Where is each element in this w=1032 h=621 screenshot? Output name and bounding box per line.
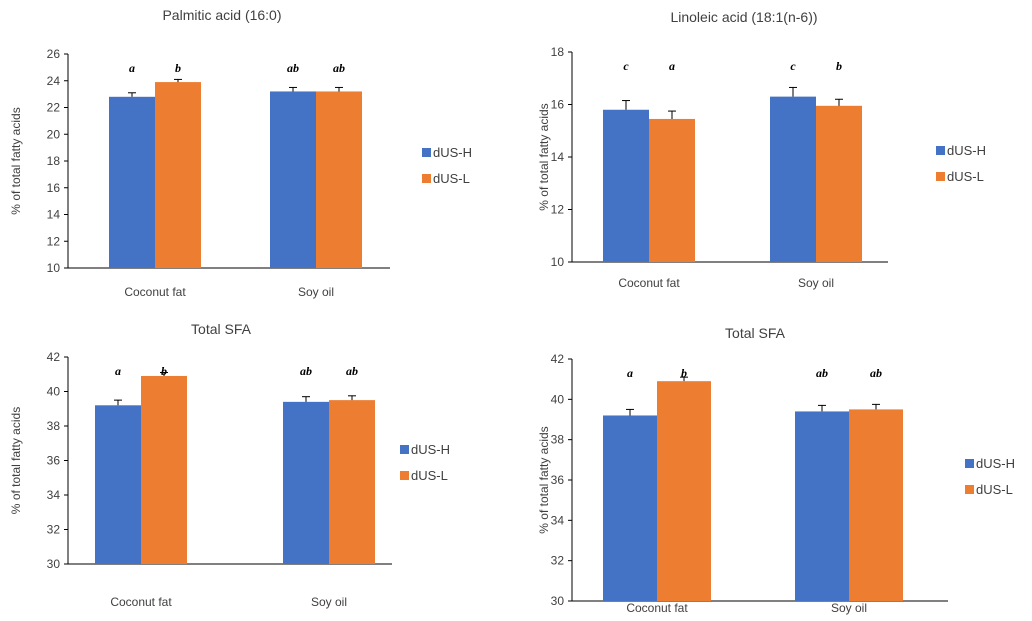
significance-label: ab <box>346 364 358 378</box>
bar-dus-h <box>95 405 141 564</box>
x-category-label: Coconut fat <box>618 276 680 290</box>
x-category-label: Coconut fat <box>626 601 688 615</box>
bar-dus-l <box>816 105 862 262</box>
bar-dus-h <box>770 96 816 262</box>
y-tick-label: 18 <box>551 45 565 59</box>
x-category-label: Soy oil <box>298 285 334 299</box>
legend-label: dUS-L <box>976 482 1013 497</box>
bar-dus-l <box>155 82 201 269</box>
significance-label: ab <box>870 366 882 380</box>
y-tick-label: 38 <box>47 419 61 433</box>
x-category-label: Coconut fat <box>124 285 186 299</box>
y-tick-label: 36 <box>551 473 565 487</box>
significance-label: a <box>627 366 633 380</box>
y-tick-label: 20 <box>47 127 61 141</box>
y-tick-label: 42 <box>47 350 61 364</box>
y-tick-label: 14 <box>47 208 61 222</box>
y-tick-label: 24 <box>47 74 61 88</box>
legend-swatch <box>936 146 945 155</box>
y-axis-label: % of total fatty acids <box>9 107 23 214</box>
legend-swatch <box>400 445 409 454</box>
y-tick-label: 32 <box>47 523 61 537</box>
legend-swatch <box>965 459 974 468</box>
y-tick-label: 30 <box>551 594 565 608</box>
y-tick-label: 34 <box>551 513 565 527</box>
legend-swatch <box>422 148 431 157</box>
y-tick-label: 12 <box>47 234 61 248</box>
significance-label: ab <box>816 366 828 380</box>
significance-label: ab <box>287 61 299 75</box>
bar-dus-l <box>329 400 375 564</box>
bar-dus-l <box>649 118 695 262</box>
y-axis-label: % of total fatty acids <box>537 426 551 533</box>
x-category-label: Coconut fat <box>110 595 172 609</box>
legend-swatch <box>936 172 945 181</box>
chart-title: Palmitic acid (16:0) <box>162 7 281 23</box>
legend-label: dUS-H <box>411 442 450 457</box>
bar-dus-h <box>603 109 649 262</box>
legend-label: dUS-H <box>433 145 472 160</box>
y-tick-label: 10 <box>47 261 61 275</box>
legend-swatch <box>400 471 409 480</box>
bar-dus-l <box>657 381 711 601</box>
legend-label: dUS-L <box>411 468 448 483</box>
bar-dus-h <box>603 415 657 601</box>
x-category-label: Soy oil <box>311 595 347 609</box>
y-tick-label: 16 <box>47 181 61 195</box>
legend-label: dUS-L <box>947 169 984 184</box>
y-axis-label: % of total fatty acids <box>537 103 551 210</box>
y-tick-label: 40 <box>551 392 565 406</box>
legend-swatch <box>422 174 431 183</box>
significance-label: b <box>175 61 181 75</box>
significance-label: c <box>623 59 629 73</box>
y-tick-label: 14 <box>551 150 565 164</box>
legend-label: dUS-L <box>433 171 470 186</box>
legend-swatch <box>965 485 974 494</box>
y-axis-label: % of total fatty acids <box>9 407 23 514</box>
chart-title: Linoleic acid (18:1(n-6)) <box>670 9 817 25</box>
y-tick-label: 40 <box>47 385 61 399</box>
x-category-label: Soy oil <box>831 601 867 615</box>
significance-label: c <box>790 59 796 73</box>
x-category-label: Soy oil <box>798 276 834 290</box>
y-tick-label: 36 <box>47 454 61 468</box>
bar-dus-h <box>283 401 329 564</box>
significance-label: b <box>161 364 167 378</box>
significance-label: a <box>129 61 135 75</box>
bar-dus-h <box>270 91 316 268</box>
significance-label: b <box>681 366 687 380</box>
y-tick-label: 16 <box>551 98 565 112</box>
bar-dus-l <box>316 91 362 268</box>
significance-label: a <box>669 59 675 73</box>
y-tick-label: 10 <box>551 255 565 269</box>
legend-label: dUS-H <box>976 456 1015 471</box>
y-tick-label: 30 <box>47 557 61 571</box>
y-tick-label: 22 <box>47 101 61 115</box>
y-tick-label: 32 <box>551 554 565 568</box>
bar-dus-h <box>109 96 155 268</box>
significance-label: ab <box>300 364 312 378</box>
chart-title: Total SFA <box>191 321 252 337</box>
bar-dus-l <box>141 375 187 564</box>
significance-label: ab <box>333 61 345 75</box>
y-tick-label: 38 <box>551 433 565 447</box>
significance-label: a <box>115 364 121 378</box>
legend-label: dUS-H <box>947 143 986 158</box>
significance-label: b <box>836 59 842 73</box>
chart-title: Total SFA <box>725 325 786 341</box>
y-tick-label: 42 <box>551 352 565 366</box>
y-tick-label: 18 <box>47 154 61 168</box>
y-tick-label: 12 <box>551 203 565 217</box>
bar-dus-l <box>849 409 903 601</box>
y-tick-label: 34 <box>47 488 61 502</box>
bar-dus-h <box>795 411 849 601</box>
y-tick-label: 26 <box>47 47 61 61</box>
